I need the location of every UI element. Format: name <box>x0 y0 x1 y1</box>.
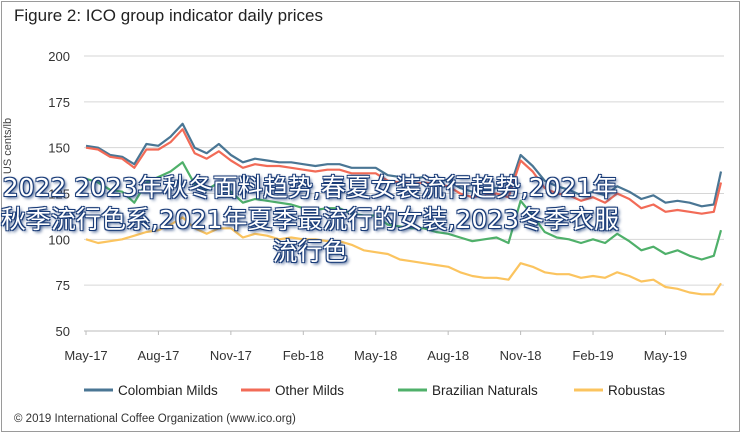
x-tick-labels: May-17 Aug-17 Nov-17 Feb-18 May-18 Aug-18 Nov-… <box>64 331 687 363</box>
x-tick-label: Nov-17 <box>210 348 252 363</box>
y-tick-label: 50 <box>56 324 70 339</box>
series-line-robustas <box>85 216 722 296</box>
y-tick-label: 75 <box>56 278 70 293</box>
y-tick-label: 150 <box>48 141 70 156</box>
y-tick-label: 175 <box>48 95 70 110</box>
copyright-note: © 2019 International Coffee Organization… <box>14 413 296 425</box>
x-tick-label: May-19 <box>644 348 687 363</box>
series-line-brazilian-naturals <box>85 161 723 261</box>
legend-label: Other Milds <box>275 383 344 398</box>
y-tick-label: 100 <box>48 232 70 247</box>
y-tick-label: 125 <box>48 187 70 202</box>
series-line-colombian-milds <box>85 122 723 208</box>
legend-label: Brazilian Naturals <box>432 383 538 398</box>
x-tick-label: May-17 <box>64 348 107 363</box>
overlay-watermark-text: 2022 2023年秋冬面料趋势,春夏女装流行趋势,2021年秋季流行色系,20… <box>0 173 620 266</box>
x-tick-label: Feb-19 <box>572 348 613 363</box>
chart-title: Figure 2: ICO group indicator daily pric… <box>14 6 323 25</box>
x-tick-label: Nov-18 <box>500 348 542 363</box>
x-tick-label: Feb-18 <box>283 348 324 363</box>
series-line-other-milds <box>85 128 723 215</box>
x-tick-label: Aug-17 <box>137 348 179 363</box>
legend-label: Robustas <box>608 383 665 398</box>
series-lines <box>85 122 723 296</box>
x-tick-label: Aug-18 <box>427 348 469 363</box>
legend: Colombian Milds Other Milds Brazilian Natu… <box>84 383 665 398</box>
x-tick-label: May-18 <box>354 348 397 363</box>
legend-label: Colombian Milds <box>118 383 218 398</box>
y-tick-labels: 50 75 100 125 150 175 200 <box>48 49 70 339</box>
y-tick-label: 200 <box>48 49 70 64</box>
